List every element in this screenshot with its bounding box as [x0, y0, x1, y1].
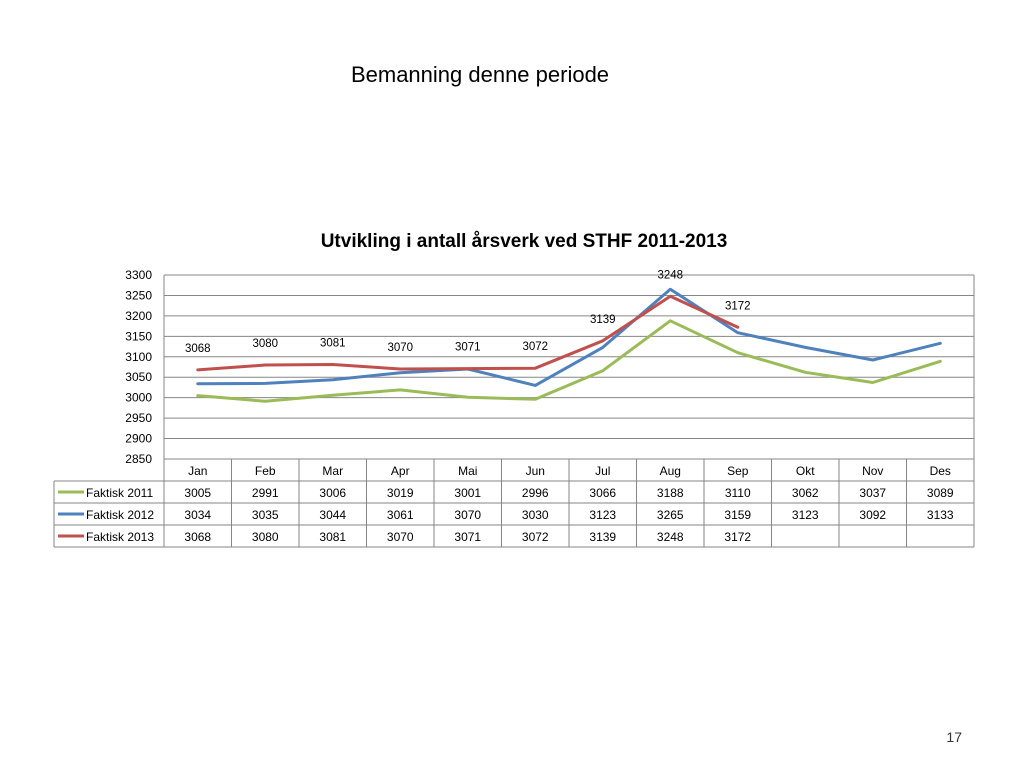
table-cell: 2996	[522, 486, 549, 500]
table-cell: 3139	[589, 530, 616, 544]
table-cell: 3030	[522, 508, 549, 522]
x-tick-label: Mai	[458, 464, 477, 478]
data-label: 3081	[320, 338, 346, 350]
table-cell: 3089	[927, 486, 954, 500]
table-cell: 3070	[454, 508, 481, 522]
y-tick-label: 2850	[125, 452, 152, 466]
table-cell: 3070	[387, 530, 414, 544]
y-tick-label: 3300	[125, 268, 152, 282]
series-line-0	[196, 319, 942, 403]
table-cell: 3110	[725, 486, 751, 500]
table-cell: 3006	[319, 486, 346, 500]
table-cell: 3066	[589, 486, 616, 500]
table-cell: 3172	[724, 530, 751, 544]
table-cell: 3034	[184, 508, 211, 522]
x-tick-label: Jan	[188, 464, 207, 478]
table-cell: 3159	[724, 508, 751, 522]
table-cell: 3061	[387, 508, 414, 522]
table-cell: 3071	[454, 530, 481, 544]
table-cell: 3133	[927, 508, 954, 522]
table-cell: 3248	[657, 530, 684, 544]
y-tick-label: 3000	[125, 391, 152, 405]
y-tick-label: 3200	[125, 309, 152, 323]
table-cell: 3068	[184, 530, 211, 544]
data-label: 3139	[590, 314, 616, 326]
table-cell: 3123	[589, 508, 616, 522]
data-label: 3172	[725, 300, 751, 312]
x-tick-label: Jun	[526, 464, 545, 478]
y-axis: 2850 2900 2950 3000 3050 3100 3150 3200 3250 3300	[125, 268, 975, 466]
table-cell: 3001	[454, 486, 481, 500]
data-table: Jan Feb Mar Apr Mai Jun Jul Aug Sep Okt Nov Des Fakt…	[53, 458, 975, 548]
table-cell: 3037	[859, 486, 886, 500]
data-label: 3080	[252, 338, 278, 350]
x-tick-label: Des	[930, 464, 951, 478]
y-tick-label: 2950	[125, 411, 152, 425]
table-cell: 3081	[319, 530, 346, 544]
x-tick-label: Sep	[727, 464, 749, 478]
y-tick-label: 3250	[125, 288, 152, 302]
table-cell: 3123	[792, 508, 819, 522]
series-line-1	[196, 287, 942, 387]
y-tick-label: 3050	[125, 370, 152, 384]
x-tick-label: Mar	[322, 464, 343, 478]
table-cell: 3019	[387, 486, 414, 500]
data-label: 3070	[387, 342, 413, 354]
data-label: 3068	[185, 343, 211, 355]
table-cell: 3044	[319, 508, 346, 522]
x-tick-label: Aug	[660, 464, 681, 478]
y-tick-label: 2900	[125, 432, 152, 446]
table-cell: 3265	[657, 508, 684, 522]
series-lines	[196, 287, 942, 403]
legend-label: Faktisk 2011	[86, 486, 153, 500]
x-tick-label: Feb	[255, 464, 276, 478]
slide-title: Bemanning denne periode	[350, 62, 610, 87]
y-tick-label: 3100	[125, 350, 152, 364]
legend-label: Faktisk 2013	[86, 530, 154, 544]
table-cell: 3080	[252, 530, 279, 544]
x-tick-label: Apr	[391, 464, 410, 478]
table-cell: 3072	[522, 530, 549, 544]
data-label: 3071	[455, 342, 481, 354]
table-cell: 3035	[252, 508, 279, 522]
legend-label: Faktisk 2012	[86, 508, 154, 522]
data-label: 3072	[522, 341, 548, 353]
x-tick-label: Nov	[862, 464, 883, 478]
gridlines	[164, 274, 974, 460]
series-line-2	[196, 294, 740, 372]
table-cell: 2991	[252, 486, 279, 500]
table-cell: 3092	[859, 508, 886, 522]
data-label: 3248	[657, 269, 683, 281]
data-labels: 3068 3080 3081 3070 3071 3072 3139 3248 3172	[185, 269, 751, 355]
x-tick-label: Okt	[796, 464, 815, 478]
table-cell: 3005	[184, 486, 211, 500]
chart-title: Utvikling i antall årsverk ved STHF 2011…	[321, 231, 728, 252]
table-cell: 3062	[792, 486, 819, 500]
x-tick-label: Jul	[595, 464, 610, 478]
page-number: 17	[946, 729, 962, 745]
table-cell: 3188	[657, 486, 684, 500]
y-tick-label: 3150	[125, 329, 152, 343]
